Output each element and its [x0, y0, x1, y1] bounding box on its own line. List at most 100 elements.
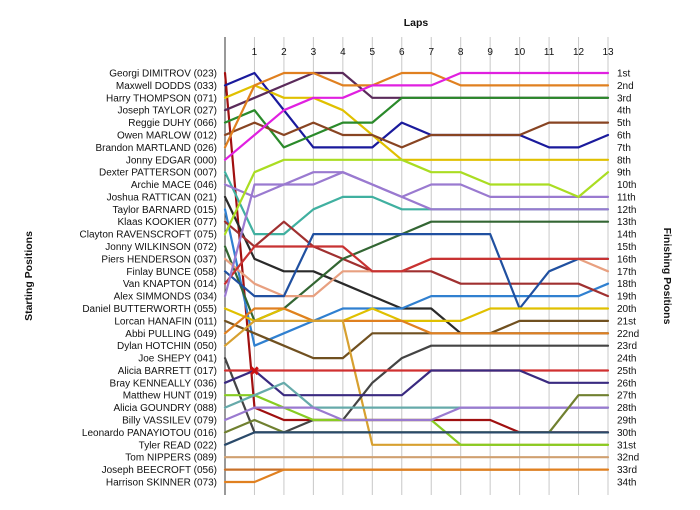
series-line [223, 220, 610, 322]
finishing-position-label: 26th [617, 378, 636, 389]
x-tick-labels: 1 2 3 4 5 6 7 8 9 10 11 12 13 [252, 47, 614, 58]
x-tick-label: 1 [252, 47, 258, 58]
x-tick-label: 8 [458, 47, 464, 58]
starting-position-label: Jonny EDGAR (000) [126, 155, 217, 166]
finishing-position-label: 25th [617, 366, 636, 377]
finishing-position-label: 8th [617, 155, 631, 166]
finishing-position-label: 10th [617, 180, 636, 191]
series-line [223, 344, 610, 434]
starting-position-label: Harry THOMPSON (071) [106, 93, 217, 104]
left-axis-title: Starting Positions [23, 231, 35, 321]
finishing-position-label: 15th [617, 242, 636, 253]
starting-position-label: Brandon MARTLAND (026) [95, 143, 217, 154]
series-line [223, 307, 610, 322]
x-tick-label: 2 [281, 47, 287, 58]
series-line [223, 431, 610, 446]
finishing-position-label: 31st [617, 440, 636, 451]
series-line [223, 369, 610, 397]
x-tick-label: 7 [428, 47, 434, 58]
series-line [223, 96, 610, 149]
series-line [223, 245, 610, 285]
starting-position-label: Joshua RATTICAN (021) [107, 192, 217, 203]
starting-position-label: Harrison SKINNER (073) [106, 478, 217, 489]
finishing-position-label: 27th [617, 391, 636, 402]
starting-position-label: Finlay BUNCE (058) [126, 267, 217, 278]
x-tick-label: 9 [487, 47, 493, 58]
starting-position-label: Dexter PATTERSON (007) [99, 168, 217, 179]
finishing-position-label: 18th [617, 279, 636, 290]
x-tick-label: 5 [370, 47, 376, 58]
finishing-position-label: 4th [617, 106, 631, 117]
series-line [223, 208, 610, 347]
finishing-position-label: 5th [617, 118, 631, 129]
finishing-position-label: 12th [617, 205, 636, 216]
finishing-position-label: 16th [617, 254, 636, 265]
starting-position-label: Piers HENDERSON (037) [101, 254, 217, 265]
series-line [223, 71, 610, 149]
starting-position-label: Jonny WILKINSON (072) [105, 242, 217, 253]
finishing-position-label: 11th [617, 192, 636, 203]
annotations: ✖ [249, 364, 260, 379]
finishing-position-label: 29th [617, 416, 636, 427]
finishing-position-label: 14th [617, 230, 636, 241]
finishing-position-label: 28th [617, 403, 636, 414]
x-axis-title: Laps [404, 17, 429, 29]
series-line [223, 71, 610, 149]
starting-position-label: Abbi PULLING (049) [125, 329, 217, 340]
finishing-position-label: 3rd [617, 93, 631, 104]
x-tick-label: 10 [514, 47, 526, 58]
starting-position-label: Daniel BUTTERWORTH (055) [82, 304, 217, 315]
series-line [223, 158, 610, 236]
series-line [223, 71, 610, 434]
starting-position-label: Alex SIMMONDS (034) [114, 292, 217, 303]
x-tick-label: 3 [311, 47, 317, 58]
starting-position-label: Clayton RAVENSCROFT (075) [80, 230, 217, 241]
starting-position-label: Tom NIPPERS (089) [125, 453, 217, 464]
starting-position-label: Joe SHEPY (041) [138, 354, 217, 365]
starting-position-label: Archie MACE (046) [131, 180, 217, 191]
finishing-position-label: 21st [617, 316, 636, 327]
starting-position-label: Dylan HOTCHIN (050) [117, 341, 217, 352]
series-line [223, 307, 610, 335]
finishing-position-label: 6th [617, 130, 631, 141]
starting-position-label: Owen MARLOW (012) [117, 130, 217, 141]
x-tick-label: 11 [544, 47, 555, 58]
finishing-position-label: 7th [617, 143, 631, 154]
series-line [223, 71, 610, 161]
finishing-position-label: 32nd [617, 453, 639, 464]
right-axis-title: Finishing Positions [661, 228, 673, 325]
finishing-position-label: 19th [617, 292, 636, 303]
finishing-position-label: 33rd [617, 465, 637, 476]
series-line [223, 84, 610, 161]
retired-marker: ✖ [249, 364, 260, 379]
driver-lines [223, 71, 610, 484]
starting-position-label: Georgi DIMITROV (023) [109, 69, 217, 80]
series-line [223, 468, 610, 484]
series-line [223, 394, 610, 434]
series-line [223, 121, 610, 149]
series-line [223, 71, 610, 112]
finishing-position-label: 20th [617, 304, 636, 315]
starting-position-label: Lorcan HANAFIN (011) [114, 316, 217, 327]
starting-position-label: Matthew HUNT (019) [123, 391, 217, 402]
grid [224, 37, 609, 495]
finishing-position-label: 23rd [617, 341, 637, 352]
series-line [223, 171, 610, 198]
starting-position-label: Van KNAPTON (014) [123, 279, 217, 290]
starting-position-label: Joseph BEECROFT (056) [102, 465, 217, 476]
starting-position-label: Alicia GOUNDRY (088) [113, 403, 217, 414]
finishing-position-label: 9th [617, 168, 631, 179]
x-tick-label: 4 [340, 47, 346, 58]
series-line [223, 220, 610, 298]
finishing-position-label: 30th [617, 428, 636, 439]
starting-position-label: Maxwell DODDS (033) [116, 81, 217, 92]
series-line [223, 319, 610, 360]
finishing-position-label: 1st [617, 69, 631, 80]
series-line [223, 406, 610, 422]
starting-position-label: Tyler READ (022) [139, 440, 217, 451]
finishing-position-label: 2nd [617, 81, 634, 92]
x-tick-label: 13 [602, 47, 614, 58]
x-tick-label: 12 [573, 47, 585, 58]
